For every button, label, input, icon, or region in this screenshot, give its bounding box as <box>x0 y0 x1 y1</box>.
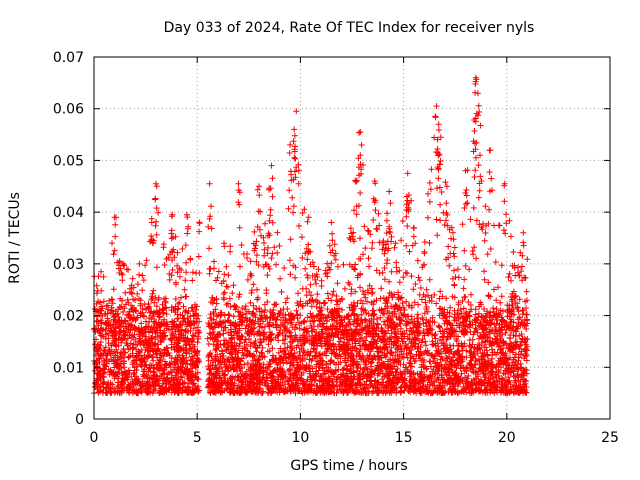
x-tick-label: 15 <box>395 430 413 446</box>
plot-frame <box>93 56 611 420</box>
y-tick-label: 0.05 <box>53 153 84 169</box>
y-tick-label: 0.07 <box>53 50 84 66</box>
x-tick-label: 10 <box>291 430 309 446</box>
roti-series-markers <box>91 74 531 397</box>
x-tick-label: 0 <box>90 430 99 446</box>
y-tick-label: 0.06 <box>53 102 84 118</box>
y-tick-label: 0.03 <box>53 257 84 273</box>
x-tick-label: 25 <box>601 430 619 446</box>
x-tick-label: 20 <box>498 430 516 446</box>
y-tick-label: 0 <box>75 412 84 428</box>
grid-lines <box>94 57 610 419</box>
x-axis-label: GPS time / hours <box>290 458 407 474</box>
y-tick-label: 0.02 <box>53 309 84 325</box>
y-tick-label: 0.04 <box>53 205 84 221</box>
x-tick-label: 5 <box>193 430 202 446</box>
y-tick-label: 0.01 <box>53 360 84 376</box>
axis-ticks <box>93 56 611 420</box>
chart-title: Day 033 of 2024, Rate Of TEC Index for r… <box>164 20 535 36</box>
y-tick-labels: 0 0.01 0.02 0.03 0.04 0.05 0.06 0.07 <box>53 50 84 428</box>
data-points <box>91 74 531 397</box>
x-tick-labels: 0 5 10 15 20 25 <box>90 430 619 446</box>
y-axis-label: ROTI / TECUs <box>7 192 23 284</box>
